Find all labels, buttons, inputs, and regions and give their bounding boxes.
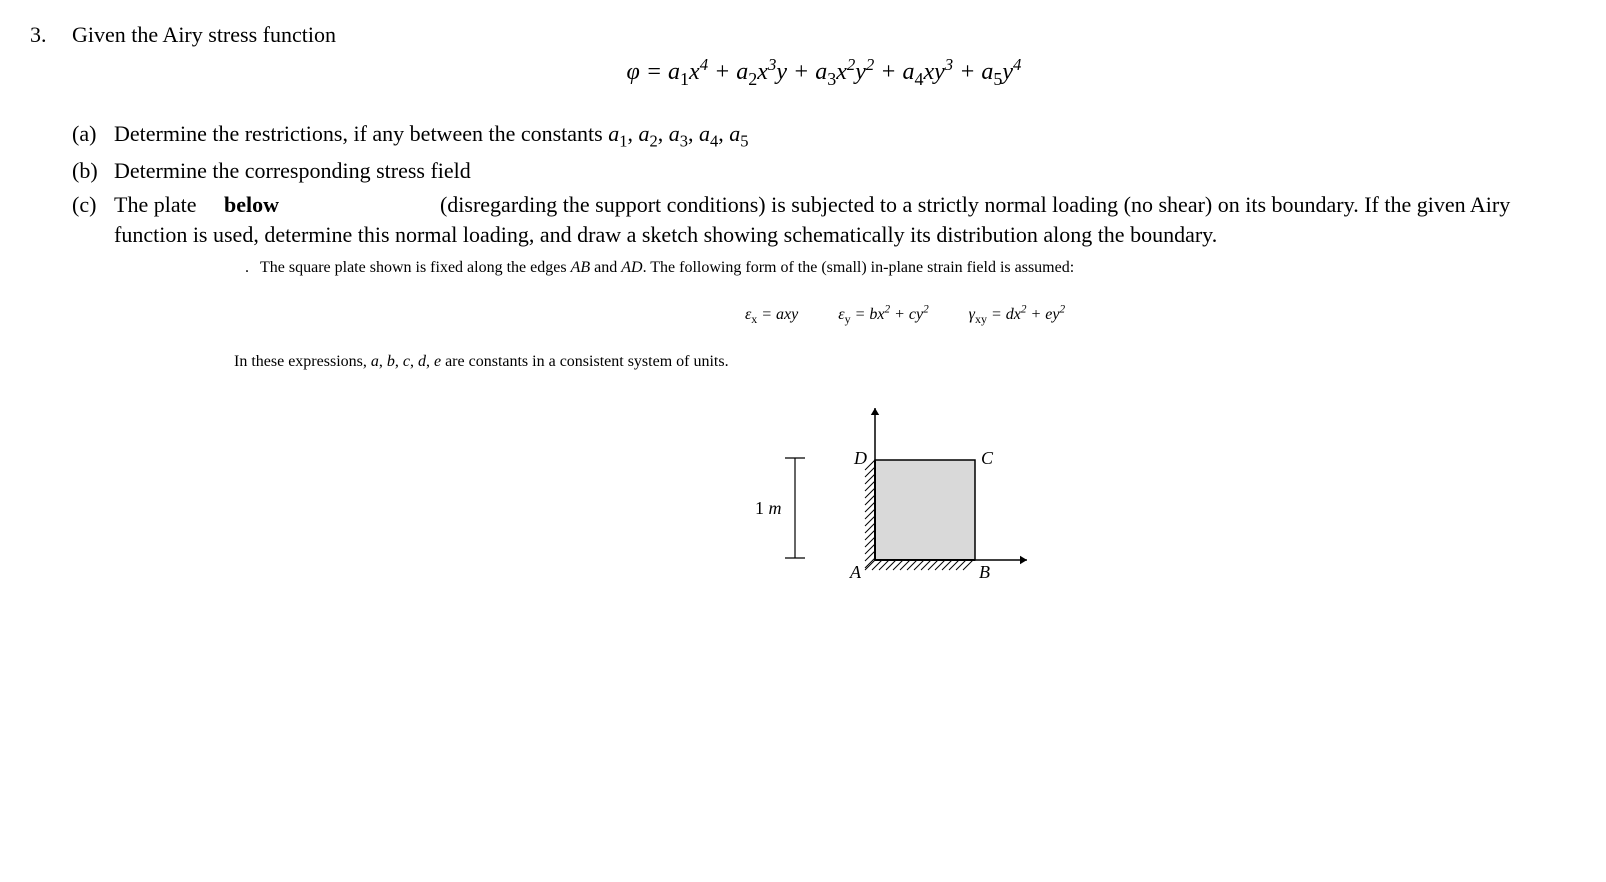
part-b-label: (b) [72, 156, 114, 186]
svg-text:C: C [981, 448, 994, 468]
inner-intro: The square plate shown is fixed along th… [260, 256, 1074, 280]
part-a-label: (a) [72, 119, 114, 149]
svg-text:D: D [853, 448, 867, 468]
part-b-text: Determine the corresponding stress field [114, 156, 1576, 186]
part-c-prefix: The plate [114, 192, 196, 217]
inner-problem: . The square plate shown is fixed along … [234, 256, 1576, 601]
part-c-text: The plate below (disregarding the suppor… [114, 190, 1576, 600]
problem-intro: Given the Airy stress function [72, 20, 1576, 50]
part-c-suffix: (disregarding the support conditions) is… [440, 192, 912, 217]
plate-figure: 1 m A B C D [725, 400, 1085, 600]
inner-bullet: . [234, 256, 260, 280]
svg-text:A: A [849, 562, 862, 582]
inner-strain-equations: εx = axy εy = bx2 + cy2 γxy = dx2 + ey2 [234, 302, 1576, 329]
inner-footer: In these expressions, a, b, c, d, e are … [234, 350, 1576, 374]
strain-ey: εy = bx2 + cy2 [838, 306, 928, 323]
problem-number: 3. [30, 20, 72, 50]
part-a-text: Determine the restrictions, if any betwe… [114, 119, 1576, 153]
svg-text:1 m: 1 m [755, 498, 782, 518]
svg-text:B: B [979, 562, 990, 582]
part-c-label: (c) [72, 190, 114, 220]
airy-equation: φ = a1x4 + a2x3y + a3x2y2 + a4xy3 + a5y4 [72, 54, 1576, 91]
part-c-bold: below [224, 192, 279, 217]
strain-gxy: γxy = dx2 + ey2 [969, 306, 1065, 323]
strain-ex: εx = axy [745, 306, 798, 323]
